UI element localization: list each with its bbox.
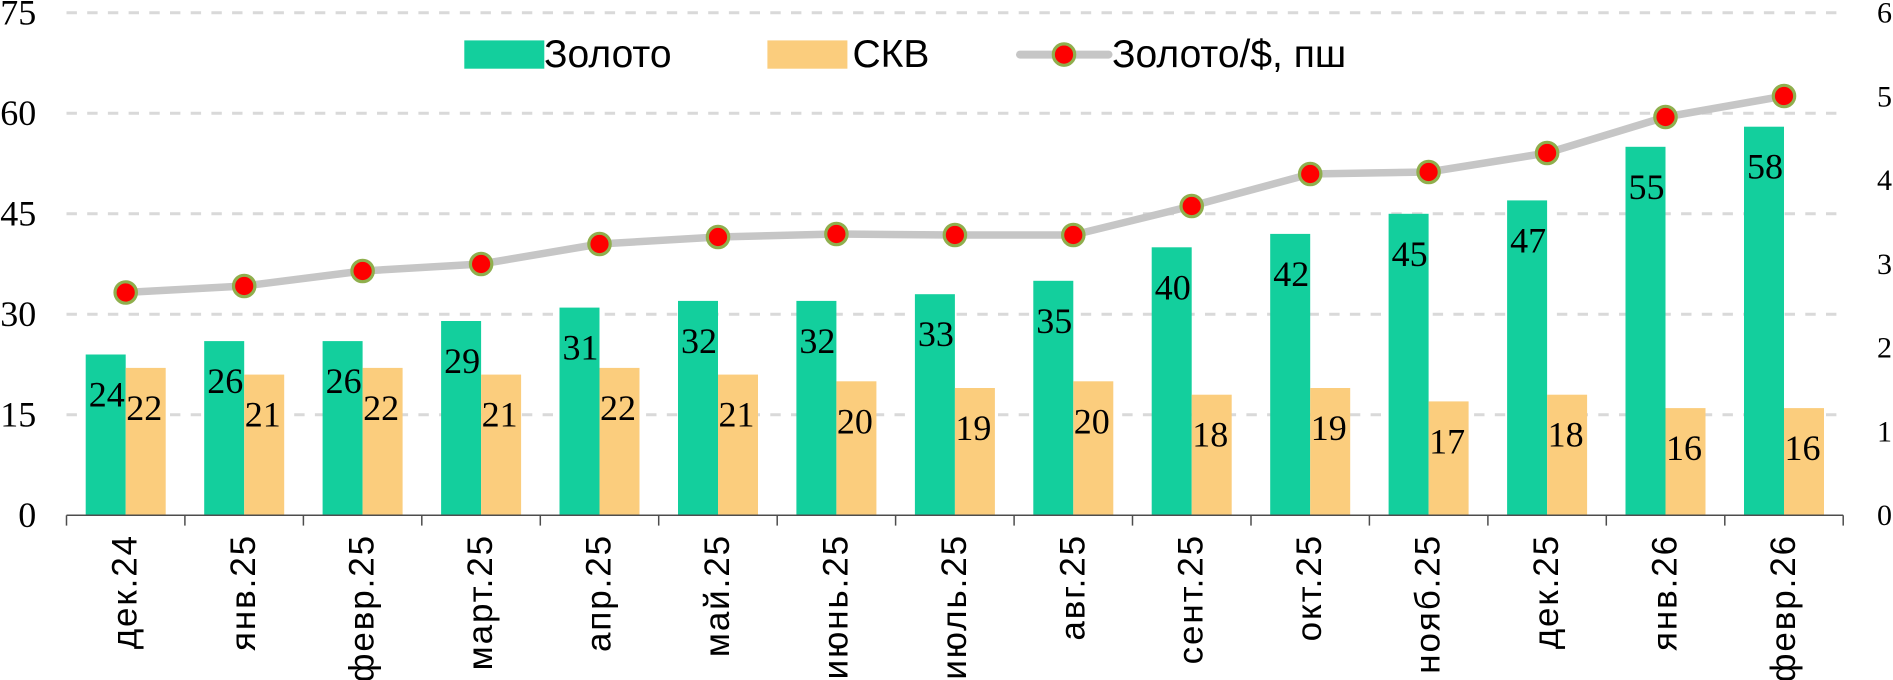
svg-text:47: 47 [1510,220,1546,260]
svg-text:15: 15 [0,395,36,435]
svg-text:22: 22 [600,388,636,428]
svg-text:Золото: Золото [544,33,672,76]
svg-text:42: 42 [1273,254,1309,294]
svg-text:0: 0 [1877,499,1892,532]
svg-text:33: 33 [918,314,954,354]
svg-text:19: 19 [955,408,991,448]
svg-text:75: 75 [0,0,36,33]
svg-text:сент.25: сент.25 [1172,534,1211,664]
svg-text:апр.25: апр.25 [580,534,619,652]
svg-text:31: 31 [563,328,599,368]
svg-text:18: 18 [1192,415,1228,455]
svg-text:4: 4 [1877,164,1892,197]
svg-text:26: 26 [207,361,243,401]
svg-text:февр.25: февр.25 [343,534,382,680]
svg-text:16: 16 [1666,428,1702,468]
svg-text:окт.25: окт.25 [1290,534,1329,641]
svg-text:45: 45 [0,194,36,234]
svg-text:21: 21 [245,395,281,435]
svg-text:2: 2 [1877,332,1892,365]
svg-text:21: 21 [719,395,755,435]
svg-text:1: 1 [1877,415,1892,448]
svg-text:март.25: март.25 [461,534,500,670]
svg-text:26: 26 [326,361,362,401]
svg-text:18: 18 [1548,415,1584,455]
svg-text:30: 30 [0,294,36,334]
svg-text:55: 55 [1629,167,1665,207]
svg-text:22: 22 [126,388,162,428]
svg-text:60: 60 [0,93,36,133]
svg-text:22: 22 [363,388,399,428]
svg-text:5: 5 [1877,81,1892,114]
svg-text:0: 0 [18,495,36,535]
svg-text:20: 20 [1074,401,1110,441]
svg-text:май.25: май.25 [698,534,737,657]
svg-text:СКВ: СКВ [853,33,930,76]
svg-text:45: 45 [1392,234,1428,274]
svg-text:17: 17 [1429,421,1465,461]
svg-text:21: 21 [482,395,518,435]
svg-text:дек.25: дек.25 [1527,534,1566,649]
svg-text:Золото/$, пш: Золото/$, пш [1112,33,1346,76]
svg-text:дек.24: дек.24 [106,534,145,649]
svg-text:29: 29 [444,341,480,381]
svg-text:июнь.25: июнь.25 [816,534,855,679]
svg-text:20: 20 [837,401,873,441]
svg-text:авг.25: авг.25 [1053,534,1092,641]
svg-text:февр.26: февр.26 [1764,534,1803,680]
svg-text:16: 16 [1785,428,1821,468]
svg-text:35: 35 [1036,301,1072,341]
svg-text:янв.26: янв.26 [1646,534,1685,651]
svg-text:июль.25: июль.25 [935,534,974,680]
svg-text:6: 6 [1877,0,1892,30]
svg-text:32: 32 [681,321,717,361]
svg-text:янв.25: янв.25 [224,534,263,651]
svg-text:19: 19 [1311,408,1347,448]
svg-text:нояб.25: нояб.25 [1409,534,1448,674]
svg-text:58: 58 [1747,147,1783,187]
svg-text:32: 32 [799,321,835,361]
svg-text:24: 24 [89,375,125,415]
svg-text:3: 3 [1877,248,1892,281]
svg-text:40: 40 [1155,267,1191,307]
